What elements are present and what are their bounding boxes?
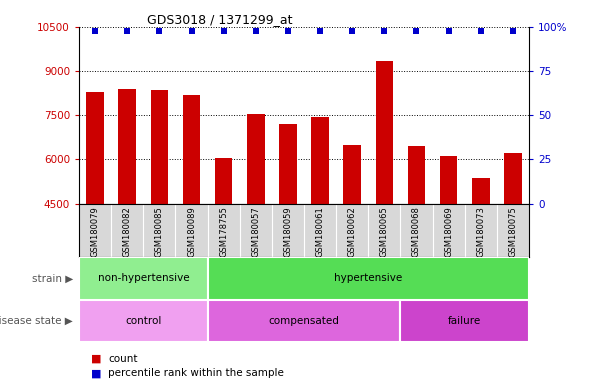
Bar [344, 145, 361, 204]
Text: GSM180061: GSM180061 [316, 206, 325, 257]
Text: non-hypertensive: non-hypertensive [97, 273, 189, 283]
Text: ■: ■ [91, 354, 102, 364]
Bar [79, 257, 207, 300]
Text: percentile rank within the sample: percentile rank within the sample [108, 368, 284, 378]
Bar [86, 92, 104, 204]
Text: failure: failure [448, 316, 482, 326]
Bar [207, 300, 401, 342]
Text: hypertensive: hypertensive [334, 273, 402, 283]
Bar [215, 158, 232, 204]
Bar [401, 300, 529, 342]
Text: ■: ■ [91, 368, 102, 378]
Bar [151, 90, 168, 204]
Text: GSM180065: GSM180065 [380, 206, 389, 257]
Text: GSM180082: GSM180082 [123, 206, 132, 257]
Bar [79, 300, 207, 342]
Text: disease state ▶: disease state ▶ [0, 316, 73, 326]
Text: GSM180079: GSM180079 [91, 206, 100, 257]
Text: GSM180057: GSM180057 [251, 206, 260, 257]
Text: compensated: compensated [269, 316, 339, 326]
Bar [119, 89, 136, 204]
Bar [182, 94, 201, 204]
Bar [311, 117, 329, 204]
Bar [472, 179, 489, 204]
Text: GSM180073: GSM180073 [476, 206, 485, 257]
Bar [376, 61, 393, 204]
Text: GSM180089: GSM180089 [187, 206, 196, 257]
Text: count: count [108, 354, 138, 364]
Text: GSM180085: GSM180085 [155, 206, 164, 257]
Bar [407, 146, 426, 204]
Text: GSM180068: GSM180068 [412, 206, 421, 257]
Bar [504, 154, 522, 204]
Text: strain ▶: strain ▶ [32, 273, 73, 283]
Text: GSM180069: GSM180069 [444, 206, 453, 257]
Bar [207, 257, 529, 300]
Text: GSM180062: GSM180062 [348, 206, 357, 257]
Text: GSM178755: GSM178755 [219, 206, 228, 257]
Bar [247, 114, 264, 204]
Text: control: control [125, 316, 162, 326]
Bar [440, 156, 457, 204]
Text: GDS3018 / 1371299_at: GDS3018 / 1371299_at [147, 13, 292, 26]
Bar [279, 124, 297, 204]
Text: GSM180075: GSM180075 [508, 206, 517, 257]
Text: GSM180059: GSM180059 [283, 206, 292, 257]
